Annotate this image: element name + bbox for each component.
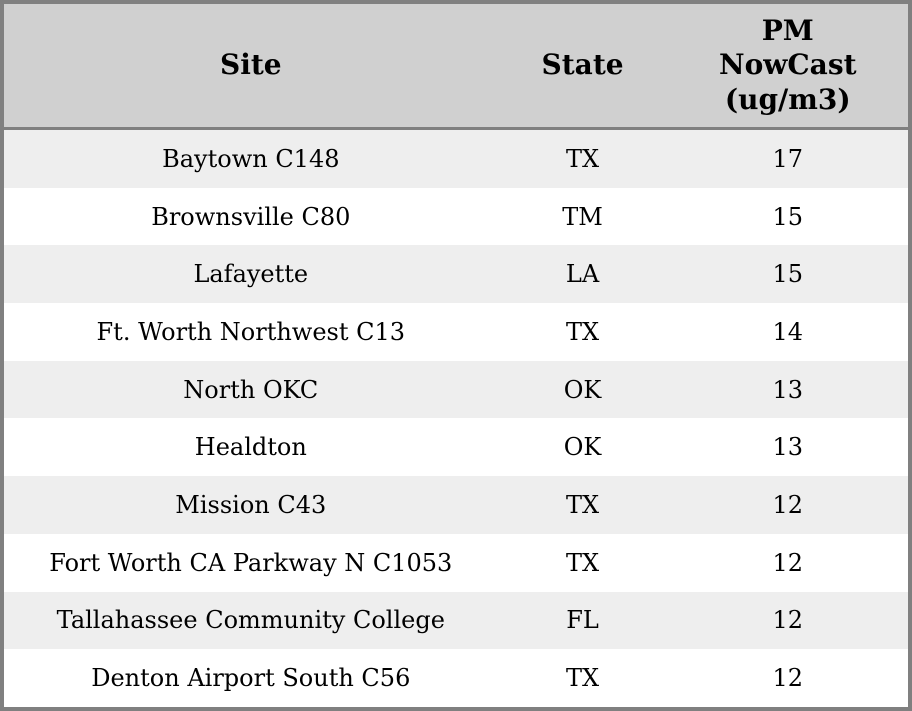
site-cell: Baytown C148 [162,144,340,173]
pm-nowcast-cell: 15 [772,260,804,289]
state-cell: TX [566,317,600,346]
table-row: Baytown C148 TX 17 [4,128,908,188]
state-cell: TX [566,144,600,173]
site-cell: Tallahassee Community College [56,606,445,635]
table-row: Lafayette LA 15 [4,245,908,304]
header-row: Site State PM NowCast (ug/m3) [4,4,908,130]
pm-nowcast-cell: 14 [772,317,804,346]
site-cell: Mission C43 [175,490,327,519]
site-cell: Healdton [194,433,307,462]
site-cell: Denton Airport South C56 [91,664,411,693]
site-cell: Fort Worth CA Parkway N C1053 [49,548,453,577]
site-cell: Brownsville C80 [151,202,351,231]
table-row: Mission C43 TX 12 [4,476,908,534]
state-cell: LA [565,260,600,289]
state-cell: OK [563,433,602,462]
pm-nowcast-table: Site State PM NowCast (ug/m3) Baytown C1… [4,4,908,707]
pm-nowcast-cell: 12 [772,548,804,577]
pm-nowcast-cell: 12 [772,490,804,519]
state-cell: TX [566,490,600,519]
table-row: Healdton OK 13 [4,418,908,477]
table-row: Brownsville C80 TM 15 [4,187,908,246]
state-cell: TX [566,664,600,693]
state-cell: FL [566,606,599,635]
table-row: Tallahassee Community College FL 12 [4,591,908,650]
pm-nowcast-cell: 12 [772,606,804,635]
state-cell: TM [562,202,603,231]
column-header-pm-nowcast: PM NowCast (ug/m3) [667,4,908,130]
pm-nowcast-cell: 12 [772,664,804,693]
table-row: Fort Worth CA Parkway N C1053 TX 12 [4,533,908,592]
table-row: Ft. Worth Northwest C13 TX 14 [4,303,908,361]
pm-nowcast-cell: 13 [772,375,804,404]
column-header-state: State [497,4,668,130]
state-cell: TX [566,548,600,577]
site-cell: North OKC [183,375,319,404]
pm-nowcast-cell: 13 [772,433,804,462]
table-row: North OKC OK 13 [4,360,908,419]
site-cell: Lafayette [193,260,309,289]
pm-nowcast-cell: 15 [772,202,804,231]
site-cell: Ft. Worth Northwest C13 [96,317,406,346]
pm-nowcast-cell: 17 [772,144,804,173]
column-header-site: Site [4,4,498,130]
table-row: Denton Airport South C56 TX 12 [4,649,908,707]
state-cell: OK [563,375,602,404]
